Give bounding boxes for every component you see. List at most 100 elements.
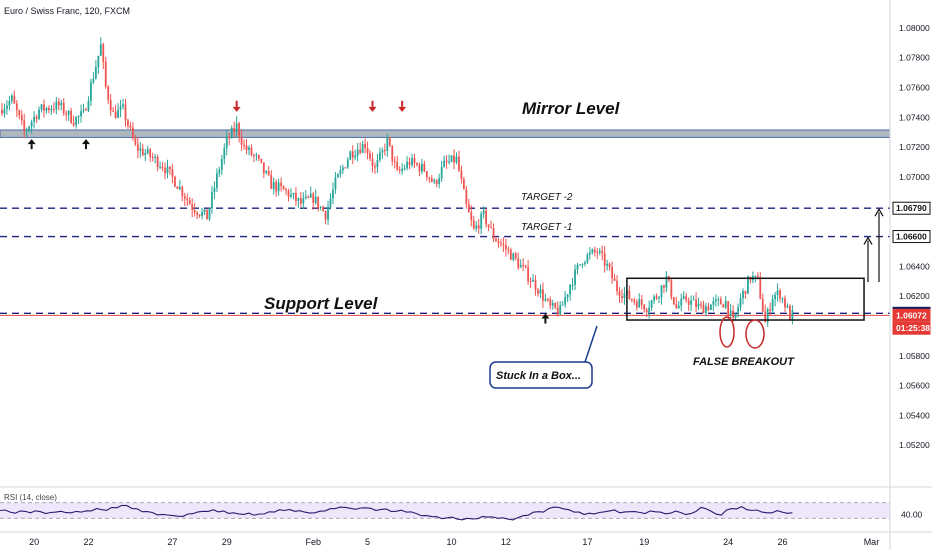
candle-body	[146, 149, 149, 154]
consolidation-box	[626, 277, 865, 321]
candle-body	[383, 149, 386, 151]
candle-body	[621, 296, 623, 299]
candle-body	[85, 109, 87, 111]
candle-body	[616, 280, 618, 292]
price-tick-label: 1.06400	[899, 261, 930, 271]
candle-body	[591, 249, 594, 253]
candle-body	[786, 305, 789, 308]
candle-body	[211, 191, 213, 209]
candle-body	[223, 148, 226, 160]
price-tag	[892, 321, 931, 335]
candle-body	[408, 161, 411, 165]
candle-body	[658, 297, 660, 299]
time-tick-label: 24	[723, 537, 733, 547]
time-tick-label: 19	[639, 537, 649, 547]
candle-body	[35, 116, 38, 119]
candle-body	[734, 313, 737, 318]
candle-body	[48, 107, 50, 111]
price-tick-label: 1.07800	[899, 53, 930, 63]
candle-body	[154, 156, 157, 158]
candle-body	[324, 211, 327, 220]
candle-body	[228, 136, 231, 139]
candle-body	[38, 109, 40, 119]
candle-body	[766, 309, 769, 323]
time-axis: 20 22 27 29 Feb 5 10 12 17 19 24 26 Mar	[0, 531, 932, 547]
candle-body	[467, 203, 470, 213]
candle-body	[238, 123, 241, 137]
candle-body	[272, 181, 275, 189]
candle-body	[334, 177, 337, 190]
candle-body	[332, 189, 334, 199]
box-callout	[489, 361, 593, 389]
candle-body	[665, 276, 668, 288]
candle-body	[257, 155, 260, 159]
time-tick-label: 17	[582, 537, 592, 547]
candle-body	[566, 294, 569, 298]
candle-body	[159, 166, 161, 168]
time-tick-label: Mar	[864, 537, 880, 547]
candle-body	[465, 189, 468, 204]
candle-body	[663, 285, 665, 288]
candle-body	[117, 109, 119, 118]
candle-body	[732, 310, 735, 318]
candle-body	[379, 152, 381, 160]
candle-body	[198, 214, 201, 216]
target1-label: TARGET -1	[521, 222, 572, 233]
candle-body	[327, 206, 329, 220]
false-breakout-circle	[745, 319, 765, 349]
candle-body	[169, 166, 171, 170]
candle-body	[569, 285, 571, 295]
candle-body	[45, 107, 48, 111]
candle-body	[771, 299, 774, 311]
candle-body	[742, 290, 744, 299]
candle-body	[598, 250, 601, 253]
candle-body	[677, 305, 680, 308]
candle-body	[544, 298, 547, 301]
candle-body	[729, 310, 732, 315]
candle-body	[492, 227, 495, 239]
candle-body	[243, 144, 245, 146]
candle-body	[579, 264, 581, 266]
candle-body	[509, 249, 512, 260]
time-tick-label: Feb	[305, 537, 321, 547]
candle-body	[376, 159, 379, 168]
candle-body	[87, 100, 90, 111]
candle-body	[52, 109, 55, 111]
candle-body	[502, 243, 505, 246]
candle-body	[191, 204, 194, 210]
time-tick-label: 29	[222, 537, 232, 547]
time-tick-label: 26	[778, 537, 788, 547]
candle-body	[438, 178, 441, 185]
candle-body	[714, 299, 717, 302]
candle-body	[618, 291, 621, 297]
candle-body	[240, 136, 243, 145]
candle-body	[596, 252, 599, 254]
up-arrow-icon	[81, 139, 90, 145]
candle-body	[215, 173, 218, 188]
candle-body	[8, 100, 11, 106]
candle-body	[119, 106, 122, 110]
candle-body	[127, 120, 129, 126]
candle-body	[756, 275, 759, 277]
box-callout-label: Stuck In a Box...	[496, 370, 581, 382]
candle-body	[122, 104, 124, 107]
candle-body	[60, 102, 63, 106]
candle-body	[317, 196, 320, 208]
candle-body	[369, 153, 371, 159]
candle-body	[218, 169, 221, 174]
candle-body	[15, 103, 18, 111]
candle-body	[527, 267, 530, 282]
candle-body	[393, 161, 396, 163]
candle-body	[643, 304, 646, 310]
price-tick-label: 1.07600	[899, 82, 930, 92]
candle-body	[20, 115, 23, 121]
candle-body	[299, 198, 302, 204]
candle-body	[425, 171, 428, 178]
candle-body	[613, 278, 616, 281]
candle-body	[319, 206, 322, 208]
candle-body	[490, 226, 492, 228]
candle-body	[164, 168, 166, 174]
candle-body	[722, 304, 725, 308]
candle-body	[482, 210, 485, 214]
